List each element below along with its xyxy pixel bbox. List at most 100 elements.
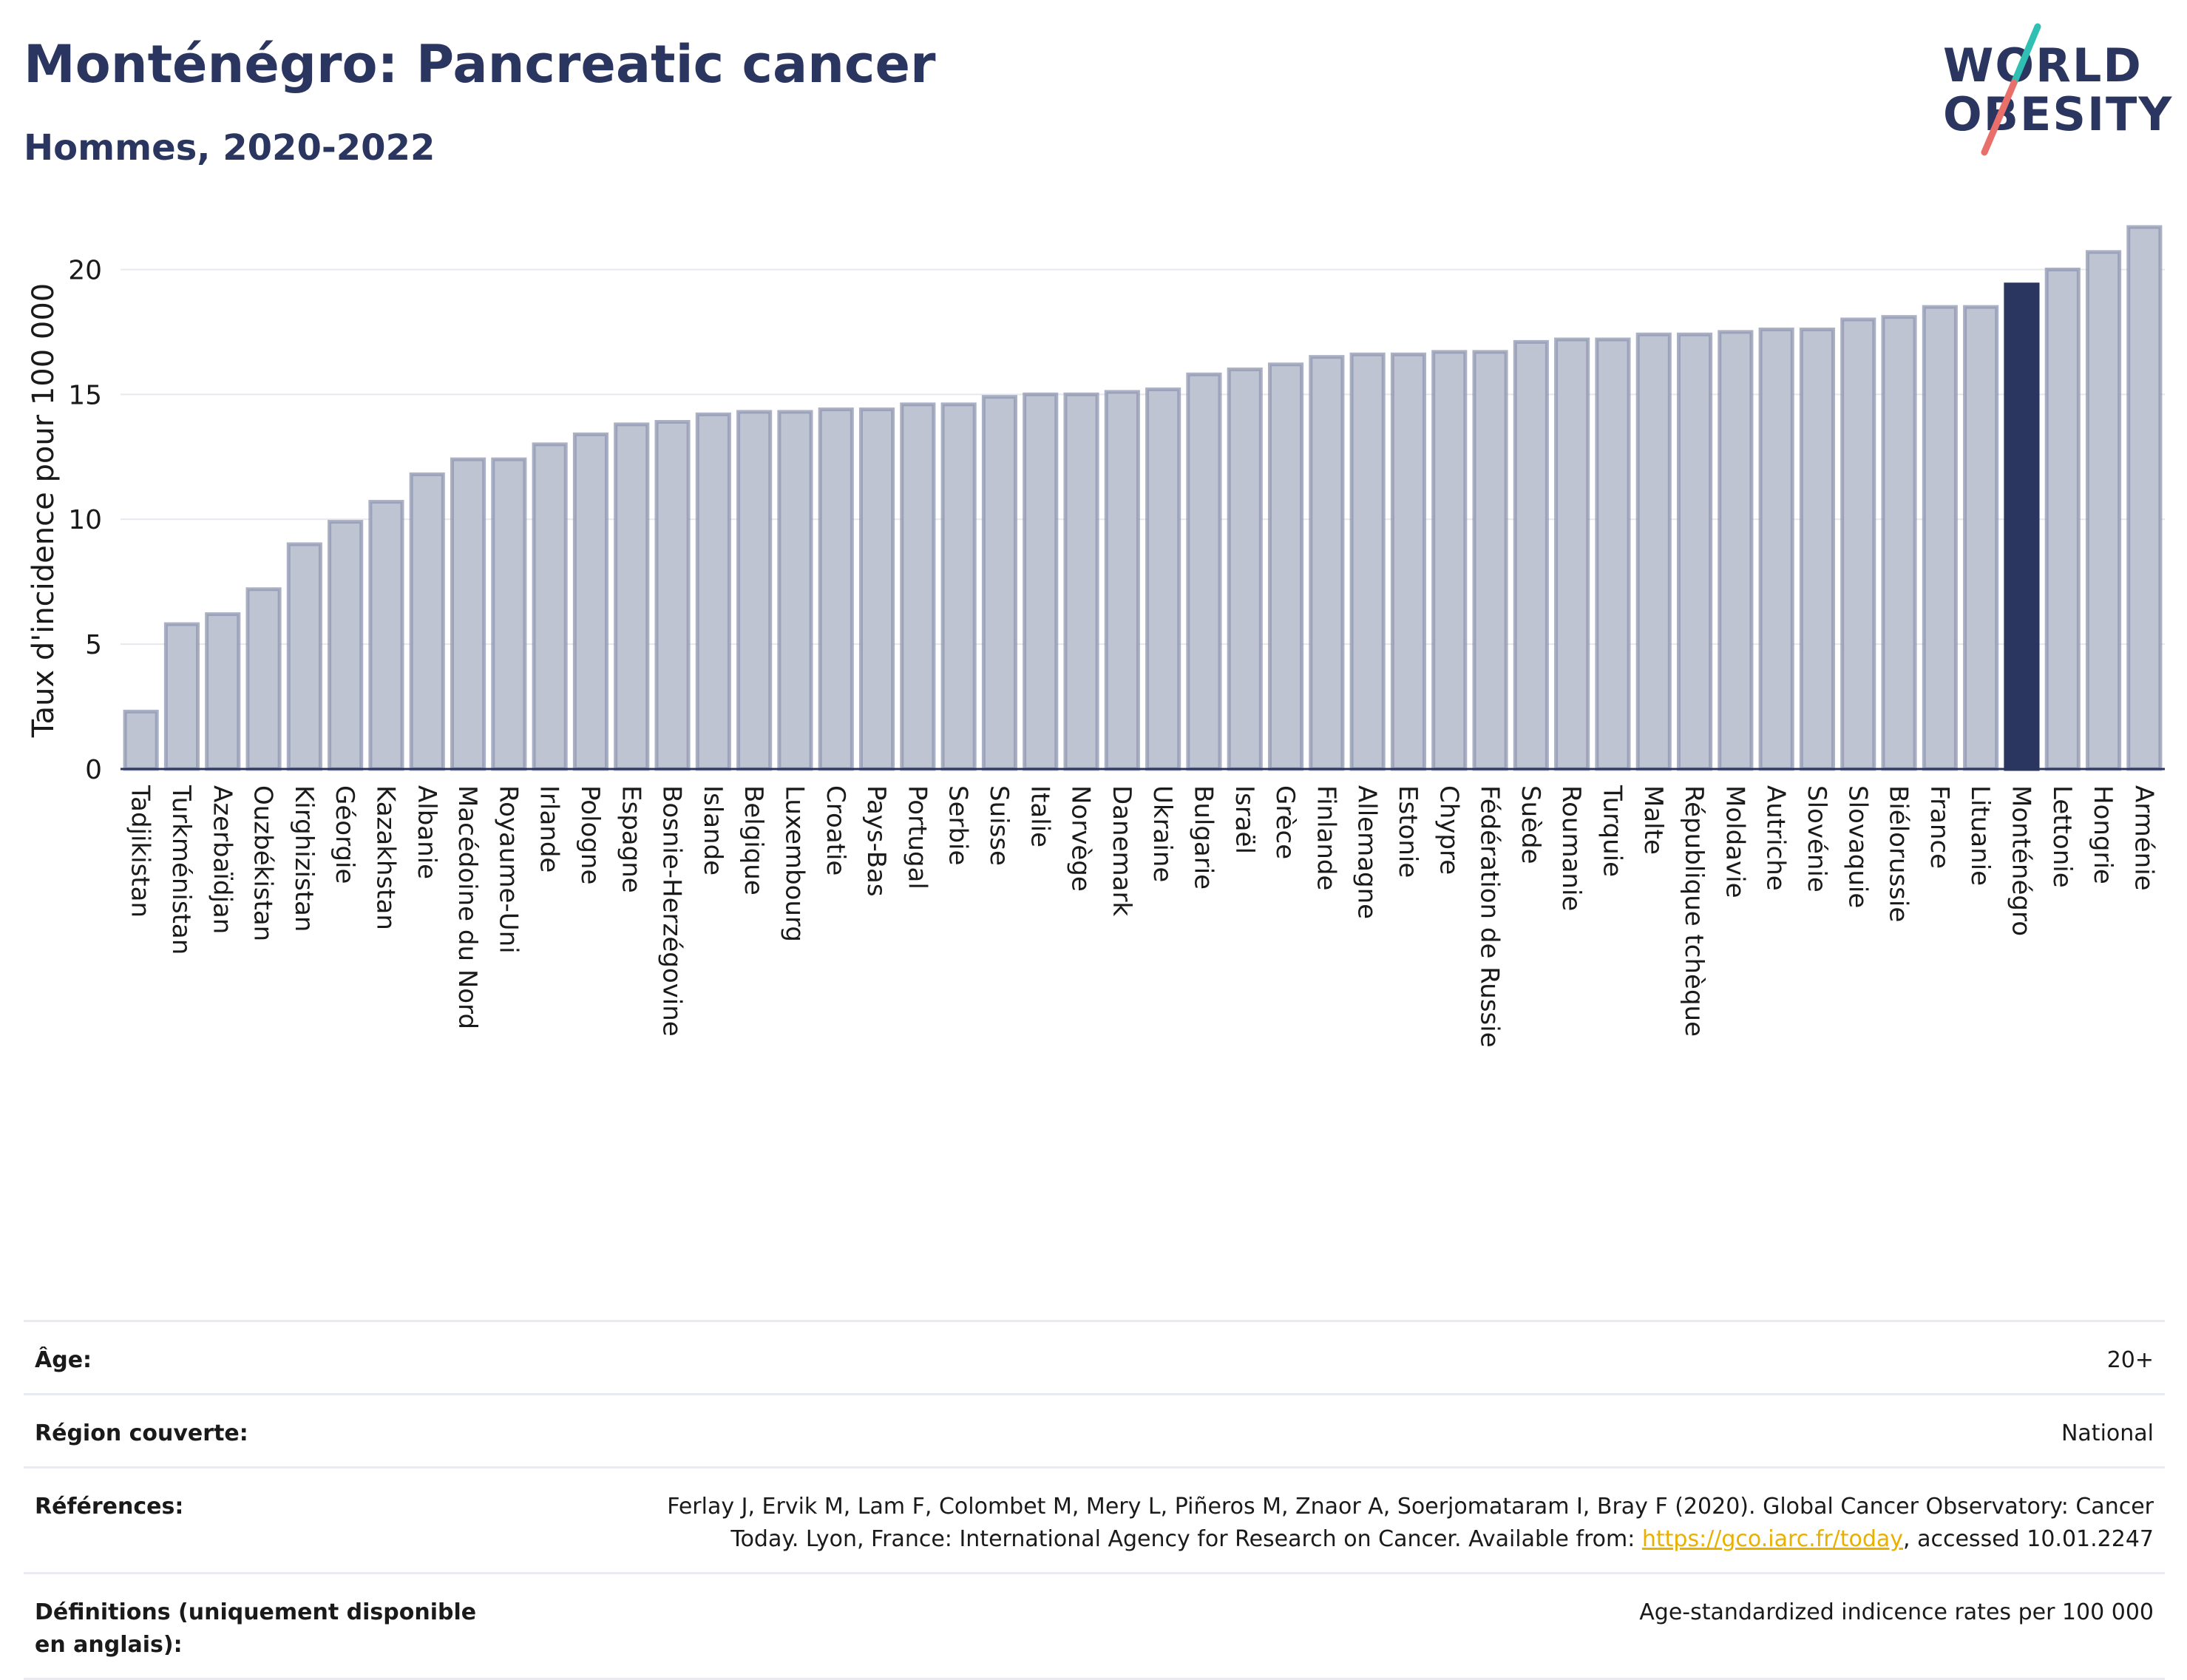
x-tick-label: Irlande (535, 785, 564, 873)
definitions-label: Définitions (uniquement disponible en an… (35, 1599, 477, 1658)
region-value: National (2061, 1420, 2154, 1446)
bar (981, 395, 1018, 771)
logo-line-1: WORLD (1943, 38, 2143, 92)
x-tick-label: Pays-Bas (861, 785, 891, 897)
bar (245, 587, 282, 771)
y-tick-label: 0 (85, 755, 102, 785)
bar (1963, 305, 1999, 771)
bar (409, 472, 445, 771)
x-tick-label: Lettonie (2047, 785, 2077, 888)
y-tick-label: 15 (68, 380, 102, 410)
bar (123, 709, 159, 771)
x-tick-label: Azerbaïdjan (207, 785, 237, 934)
bar (1718, 330, 1754, 771)
x-tick-label: Slovaquie (1842, 785, 1872, 908)
definitions-value: Age-standardized indicence rates per 100… (1639, 1599, 2154, 1625)
x-tick-label: Islande (698, 785, 728, 875)
bar (1349, 352, 1386, 771)
x-tick-label: Kirghizistan (289, 785, 319, 932)
x-tick-label: Biélorussie (1884, 785, 1913, 922)
x-tick-label: Fédération de Russie (1475, 785, 1505, 1048)
x-tick-label: Albanie (412, 785, 441, 879)
bar (1840, 317, 1876, 771)
x-tick-label: Grèce (1270, 785, 1300, 859)
info-row-age: Âge: 20+ (24, 1320, 2165, 1393)
x-tick-label: Malte (1638, 785, 1668, 855)
bar (1513, 339, 1549, 771)
x-tick-label: Israël (1230, 785, 1259, 854)
references-value: Ferlay J, Ervik M, Lam F, Colombet M, Me… (601, 1491, 2154, 1556)
info-row-definitions: Définitions (uniquement disponible en an… (24, 1572, 2165, 1680)
bar (1431, 350, 1468, 771)
info-row-references: Références: Ferlay J, Ervik M, Lam F, Co… (24, 1466, 2165, 1572)
x-tick-label: Suède (1516, 785, 1545, 864)
bar (1186, 372, 1222, 771)
world-obesity-logo: WORLD OBESITY (1921, 21, 2171, 161)
bar (614, 422, 650, 771)
x-tick-label: Turkménistan (166, 785, 196, 955)
chart-subtitle: Hommes, 2020-2022 (24, 127, 435, 169)
bar (1023, 392, 1059, 771)
info-row-region: Région couverte: National (24, 1393, 2165, 1466)
x-tick-label: Belgique (739, 785, 768, 895)
x-tick-label: Danemark (1107, 785, 1136, 916)
x-tick-label: Macédoine du Nord (452, 785, 482, 1029)
bar (1758, 328, 1794, 771)
x-tick-label: Ouzbékistan (248, 785, 278, 941)
bar (368, 500, 404, 771)
info-table: Âge: 20+ Région couverte: National Référ… (24, 1320, 2165, 1680)
bar (1227, 368, 1263, 771)
bar (1799, 328, 1836, 771)
x-tick-label: Serbie (943, 785, 973, 865)
bar (1472, 350, 1508, 771)
bar (286, 542, 322, 771)
age-value: 20+ (2106, 1347, 2154, 1373)
y-tick-label: 5 (85, 630, 102, 660)
bar (1309, 355, 1345, 771)
y-axis-title: Taux d'incidence pour 100 000 (27, 283, 61, 738)
references-label: Références: (35, 1494, 184, 1520)
y-tick-label: 20 (68, 255, 102, 285)
x-tick-label: Bulgarie (1188, 785, 1218, 890)
bar (2044, 267, 2081, 771)
bar (2004, 282, 2040, 771)
bar (1554, 337, 1590, 771)
bar (1390, 352, 1427, 771)
bar (1881, 315, 1917, 771)
x-tick-label: Roumanie (1556, 785, 1586, 911)
x-tick-label: Allemagne (1352, 785, 1382, 919)
bar (572, 432, 609, 771)
bar (1063, 392, 1099, 771)
bar (1922, 305, 1958, 771)
bar (532, 442, 568, 771)
x-tick-label: République tchèque (1679, 785, 1709, 1037)
bar (940, 402, 977, 771)
x-tick-label: Estonie (1393, 785, 1423, 878)
x-tick-label: Luxembourg (779, 785, 809, 942)
region-label: Région couverte: (35, 1420, 248, 1446)
x-tick-label: Monténégro (2006, 785, 2035, 936)
x-tick-label: Espagne (616, 785, 645, 893)
bar (1635, 332, 1672, 771)
x-tick-label: Tadjikistan (126, 785, 155, 918)
logo-slash-icon (1981, 23, 2041, 156)
bar (2126, 225, 2163, 771)
references-text: Ferlay J, Ervik M, Lam F, Colombet M, Me… (667, 1494, 2154, 1552)
x-tick-label: France (1925, 785, 1954, 869)
bar (1267, 362, 1304, 771)
bar-chart: 0 5 10 15 20 Tadjikistan Turkménistan Azerbaïdj… (27, 225, 2165, 1048)
x-tick-label: Kazakhstan (370, 785, 400, 930)
bar (654, 419, 691, 771)
references-link[interactable]: https://gco.iarc.fr/today (1641, 1526, 1904, 1552)
x-tick-label: Croatie (821, 785, 850, 875)
x-tick-label: Arménie (2129, 785, 2158, 891)
bar (163, 622, 200, 771)
chart-title: Monténégro: Pancreatic cancer (24, 34, 936, 95)
age-label: Âge: (35, 1347, 92, 1373)
bar (1145, 387, 1181, 771)
x-tick-label: Finlande (1311, 785, 1340, 890)
bar (491, 457, 527, 771)
x-tick-label: Portugal (902, 785, 932, 890)
x-tick-label: Norvège (1066, 785, 1096, 892)
bar (1595, 337, 1631, 771)
